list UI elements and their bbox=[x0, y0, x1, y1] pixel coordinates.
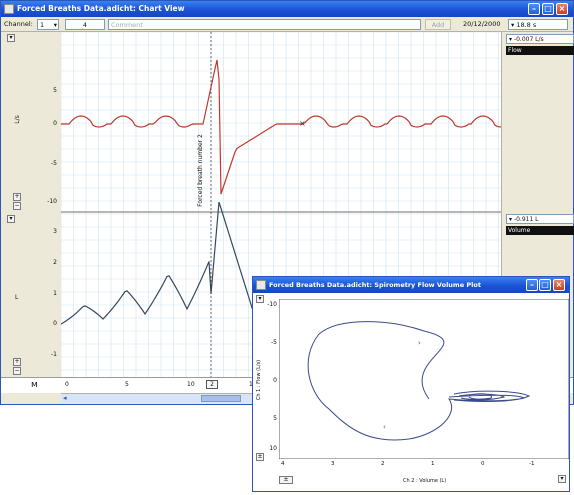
spiro-xtick-2: 2 bbox=[381, 461, 385, 467]
spirometry-corner-button[interactable]: ▾ bbox=[558, 475, 566, 483]
add-comment-button[interactable]: Add bbox=[425, 19, 451, 30]
channel-2-readout-box[interactable]: ▾ -0.911 L bbox=[506, 214, 574, 224]
dropdown-arrow-icon: ▾ bbox=[509, 36, 513, 43]
point-marker: × bbox=[299, 119, 306, 128]
flow-volume-loop bbox=[307, 321, 531, 441]
channel-1-tick-0: 0 bbox=[53, 120, 57, 127]
app-icon bbox=[4, 4, 14, 14]
minimize-icon[interactable]: – bbox=[526, 279, 538, 291]
channel-2-tick-1: 1 bbox=[53, 290, 57, 297]
chart-view-title: Forced Breaths Data.adicht: Chart View bbox=[17, 4, 185, 13]
spirometry-frame bbox=[279, 299, 569, 459]
channel-1-scale-down-button[interactable]: − bbox=[13, 202, 21, 210]
channel-1-name[interactable]: Flow bbox=[506, 46, 574, 55]
spiro-xlabel: Ch 2 : Volume (L) bbox=[403, 478, 447, 484]
comment-flag[interactable]: 2 bbox=[206, 380, 218, 389]
spiro-xtick-minus-1: -1 bbox=[529, 461, 535, 467]
spiro-y-zoom-button[interactable]: ± bbox=[256, 453, 264, 461]
spiro-ytick-minus-5: -5 bbox=[271, 339, 277, 346]
maximize-icon[interactable]: □ bbox=[542, 3, 554, 15]
channel-2-tick-2: 2 bbox=[53, 259, 57, 266]
x-tick-0: 0 bbox=[65, 381, 69, 388]
volume-trace bbox=[61, 201, 262, 337]
spiro-xtick-0: 0 bbox=[481, 461, 485, 467]
spiro-ytick-minus-10: -10 bbox=[267, 301, 277, 308]
channel-2-tick-3: 3 bbox=[53, 228, 57, 235]
channel-1-readout-value: -0.007 L/s bbox=[513, 36, 544, 43]
channel-select[interactable]: 1 ▾ bbox=[37, 19, 59, 30]
channel-2-scale-down-button[interactable]: − bbox=[13, 367, 21, 375]
channel-2-tick-minus-1: -1 bbox=[51, 351, 57, 358]
channel-2-tick-0: 0 bbox=[53, 320, 57, 327]
comment-input[interactable]: Comment bbox=[108, 19, 421, 30]
channel-1-tick-minus-5: -5 bbox=[51, 160, 57, 167]
dropdown-arrow-icon: ▾ bbox=[509, 216, 513, 223]
channel-2-scale-up-button[interactable]: + bbox=[13, 358, 21, 366]
comment-number-field[interactable]: 4 bbox=[65, 19, 105, 30]
close-icon[interactable]: × bbox=[553, 279, 565, 291]
x-tick-5: 5 bbox=[125, 381, 129, 388]
channel-1-tick-5: 5 bbox=[53, 87, 57, 94]
time-readout-value: 18.8 s bbox=[516, 21, 537, 29]
channel-1-unit-label: L/s bbox=[13, 115, 21, 124]
spirometry-window: Forced Breaths Data.adicht: Spirometry F… bbox=[252, 276, 570, 492]
spiro-xtick-1: 1 bbox=[431, 461, 435, 467]
loop-direction-arrow-icon-2: ‹ bbox=[383, 423, 386, 431]
x-tick-10: 10 bbox=[187, 381, 195, 388]
loop-direction-arrow-icon: › bbox=[418, 339, 421, 347]
chevron-down-icon: ▾ bbox=[53, 21, 57, 29]
spirometry-plot[interactable]: › ‹ bbox=[279, 299, 569, 459]
spirometry-title: Forced Breaths Data.adicht: Spirometry F… bbox=[269, 281, 481, 289]
scroll-left-icon[interactable]: ◂ bbox=[63, 394, 67, 402]
channel-1-axis-panel: ▾ 5 0 -5 -10 L/s + − bbox=[1, 32, 61, 212]
chart-view-titlebar[interactable]: Forced Breaths Data.adicht: Chart View –… bbox=[1, 1, 573, 17]
minimize-icon[interactable]: – bbox=[528, 3, 540, 15]
channel-1-readout: ▾ -0.007 L/s Flow bbox=[506, 34, 574, 55]
channel-1-readout-box[interactable]: ▾ -0.007 L/s bbox=[506, 34, 574, 44]
channel-2-readout: ▾ -0.911 L Volume bbox=[506, 214, 574, 235]
comment-marker-text: Forced breath number 2 bbox=[196, 134, 204, 207]
spiro-xtick-4: 4 bbox=[281, 461, 285, 467]
close-icon[interactable]: × bbox=[556, 3, 568, 15]
app-icon bbox=[256, 280, 266, 290]
channel-2-unit-label: L bbox=[15, 294, 19, 301]
spiro-x-axis: 4 3 2 1 0 -1 bbox=[279, 461, 569, 471]
spiro-xtick-3: 3 bbox=[331, 461, 335, 467]
maximize-icon[interactable]: □ bbox=[539, 279, 551, 291]
channel-select-value: 1 bbox=[40, 21, 45, 29]
chart-toolbar: Channel: 1 ▾ 4 Comment Add 20/12/2000 ▾ … bbox=[1, 17, 573, 32]
spirometry-titlebar[interactable]: Forced Breaths Data.adicht: Spirometry F… bbox=[253, 277, 569, 293]
channel-2-readout-value: -0.911 L bbox=[513, 216, 539, 223]
spiro-ytick-0: 0 bbox=[273, 377, 277, 384]
flow-trace bbox=[61, 59, 501, 195]
channel-2-axis-panel: ▾ 3 2 1 0 -1 L + − bbox=[1, 212, 61, 377]
channel-1-menu-button[interactable]: ▾ bbox=[7, 34, 15, 42]
channel-1-tick-minus-10: -10 bbox=[47, 198, 57, 205]
zoom-icon[interactable]: ᴍ bbox=[31, 380, 38, 390]
channel-2-menu-button[interactable]: ▾ bbox=[7, 215, 15, 223]
spirometry-menu-button[interactable]: ▾ bbox=[256, 295, 264, 303]
spiro-ytick-5: 5 bbox=[273, 415, 277, 422]
channel-2-name[interactable]: Volume bbox=[506, 226, 574, 235]
dropdown-arrow-icon: ▾ bbox=[511, 21, 515, 29]
scroll-thumb[interactable] bbox=[201, 395, 241, 402]
date-display: 20/12/2000 bbox=[463, 20, 501, 28]
time-readout[interactable]: ▾ 18.8 s bbox=[508, 19, 568, 30]
spiro-x-zoom-button[interactable]: ± bbox=[279, 476, 293, 484]
spiro-ylabel: Ch 1 : Flow (L/s) bbox=[256, 359, 263, 401]
channel-1-scale-up-button[interactable]: + bbox=[13, 193, 21, 201]
spiro-ytick-10: 10 bbox=[269, 445, 277, 452]
channel-label: Channel: bbox=[4, 20, 33, 28]
